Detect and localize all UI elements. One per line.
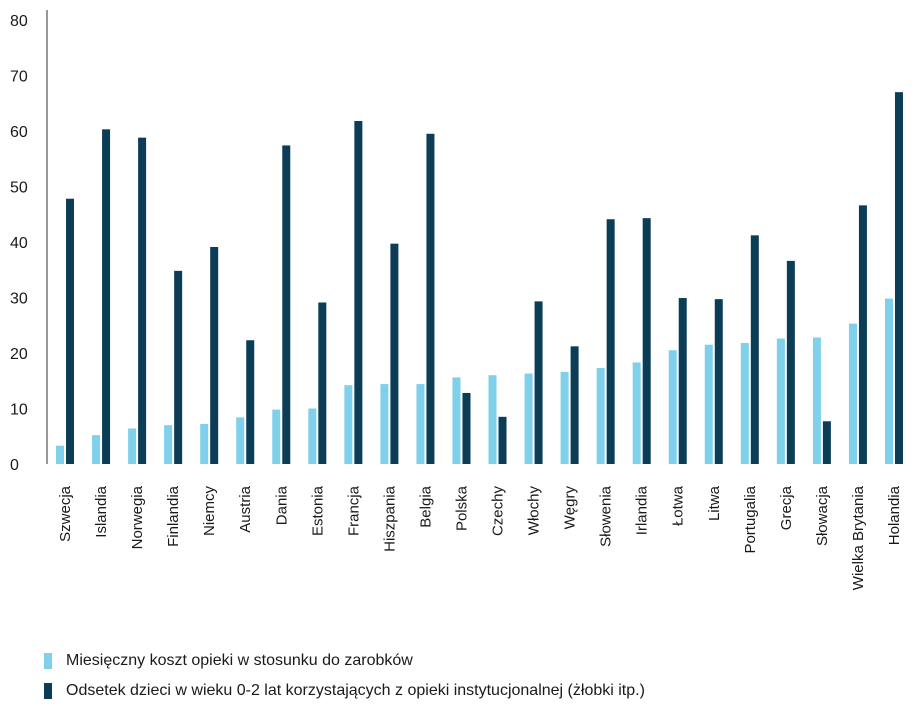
x-tick-label: Islandia xyxy=(93,485,110,537)
bar-enrolment xyxy=(390,243,399,464)
bar-enrolment xyxy=(102,129,111,464)
x-tick-label: Estonia xyxy=(309,485,326,536)
x-tick-label: Niemcy xyxy=(201,486,218,537)
x-tick-label: Hiszpania xyxy=(381,485,398,552)
bar-cost xyxy=(344,385,353,464)
bar-cost xyxy=(848,323,857,464)
y-tick-label: 70 xyxy=(10,69,28,86)
bar-cost xyxy=(632,362,641,464)
bar-cost xyxy=(740,343,749,464)
y-tick-label: 60 xyxy=(10,124,28,141)
x-tick-label: Grecja xyxy=(778,485,795,530)
legend-item-enrolment: Odsetek dzieci w wieku 0-2 lat korzystaj… xyxy=(44,680,645,702)
bar-enrolment xyxy=(642,218,651,464)
bar-cost xyxy=(812,337,821,464)
bar-cost xyxy=(308,408,317,464)
y-tick-label: 50 xyxy=(10,180,28,197)
bar-enrolment xyxy=(354,121,363,464)
bar-cost xyxy=(164,425,173,464)
bar-enrolment xyxy=(714,299,723,464)
x-tick-label: Polska xyxy=(453,485,470,531)
bar-cost xyxy=(200,424,209,464)
bar-enrolment xyxy=(894,92,903,465)
bar-cost xyxy=(560,371,569,464)
y-tick-label: 30 xyxy=(10,291,28,308)
bar-enrolment xyxy=(138,137,147,464)
x-tick-label: Wielka Brytania xyxy=(850,485,867,590)
bar-enrolment xyxy=(534,301,543,464)
legend-swatch-cost xyxy=(44,653,52,669)
x-tick-label: Litwa xyxy=(706,485,723,521)
y-tick-label: 40 xyxy=(10,235,28,252)
bar-cost xyxy=(452,377,461,464)
x-tick-label: Finlandia xyxy=(165,485,182,547)
y-tick-label: 10 xyxy=(10,402,28,419)
x-tick-label: Słowacja xyxy=(814,485,831,546)
legend-swatch-enrolment xyxy=(44,683,52,699)
bar-enrolment xyxy=(606,219,615,464)
bar-enrolment xyxy=(174,270,183,464)
x-tick-label: Holandia xyxy=(886,485,903,545)
x-tick-label: Francja xyxy=(345,485,362,536)
bar-cost xyxy=(596,367,605,464)
bar-cost xyxy=(524,373,533,464)
bar-enrolment xyxy=(498,416,507,464)
bar-cost xyxy=(488,375,497,464)
bar-chart: 0 10 20 30 40 50 60 70 80 Szwecja Islandia Norwegia… xyxy=(10,10,903,590)
bar-cost xyxy=(236,417,245,464)
legend-label-cost: Miesięczny koszt opieki w stosunku do za… xyxy=(66,652,413,669)
x-tick-label: Norwegia xyxy=(129,485,146,549)
x-tick-label: Dania xyxy=(273,485,290,525)
x-tick-label: Austria xyxy=(237,485,254,532)
x-tick-label: Belgia xyxy=(417,485,434,527)
bar-cost xyxy=(884,298,893,464)
bar-enrolment xyxy=(462,392,471,464)
legend-label-enrolment: Odsetek dzieci w wieku 0-2 lat korzystaj… xyxy=(66,682,645,699)
bar-cost xyxy=(92,435,101,464)
legend: Miesięczny koszt opieki w stosunku do za… xyxy=(44,650,645,710)
bar-cost xyxy=(380,384,389,464)
bar-enrolment xyxy=(246,340,255,464)
x-tick-label: Czechy xyxy=(490,486,507,537)
bar-enrolment xyxy=(750,235,759,464)
x-tick-label: Włochy xyxy=(526,486,543,536)
bar-cost xyxy=(776,338,785,464)
x-tick-label: Węgry xyxy=(562,486,579,530)
bar-enrolment xyxy=(210,246,219,464)
bar-cost xyxy=(668,350,677,464)
bar-cost xyxy=(56,445,65,464)
bar-enrolment xyxy=(282,145,291,464)
x-tick-label: Irlandia xyxy=(634,485,651,535)
y-tick-label: 20 xyxy=(10,346,28,363)
y-tick-label: 80 xyxy=(10,13,28,30)
bar-enrolment xyxy=(426,133,435,464)
bar-cost xyxy=(128,428,137,464)
bar-enrolment xyxy=(822,421,831,464)
bar-enrolment xyxy=(570,346,579,464)
x-tick-label: Szwecja xyxy=(57,485,74,542)
bar-enrolment xyxy=(318,302,327,464)
bar-cost xyxy=(704,344,713,464)
bar-enrolment xyxy=(678,298,687,464)
bar-enrolment xyxy=(858,205,867,464)
bar-enrolment xyxy=(786,260,795,464)
bar-enrolment xyxy=(66,198,75,464)
bar-cost xyxy=(416,384,425,464)
x-tick-label: Słowenia xyxy=(598,485,615,547)
y-tick-label: 0 xyxy=(10,457,19,474)
legend-item-cost: Miesięczny koszt opieki w stosunku do za… xyxy=(44,650,645,672)
x-tick-label: Portugalia xyxy=(742,485,759,553)
x-tick-label: Łotwa xyxy=(670,485,687,526)
bar-cost xyxy=(272,409,281,464)
